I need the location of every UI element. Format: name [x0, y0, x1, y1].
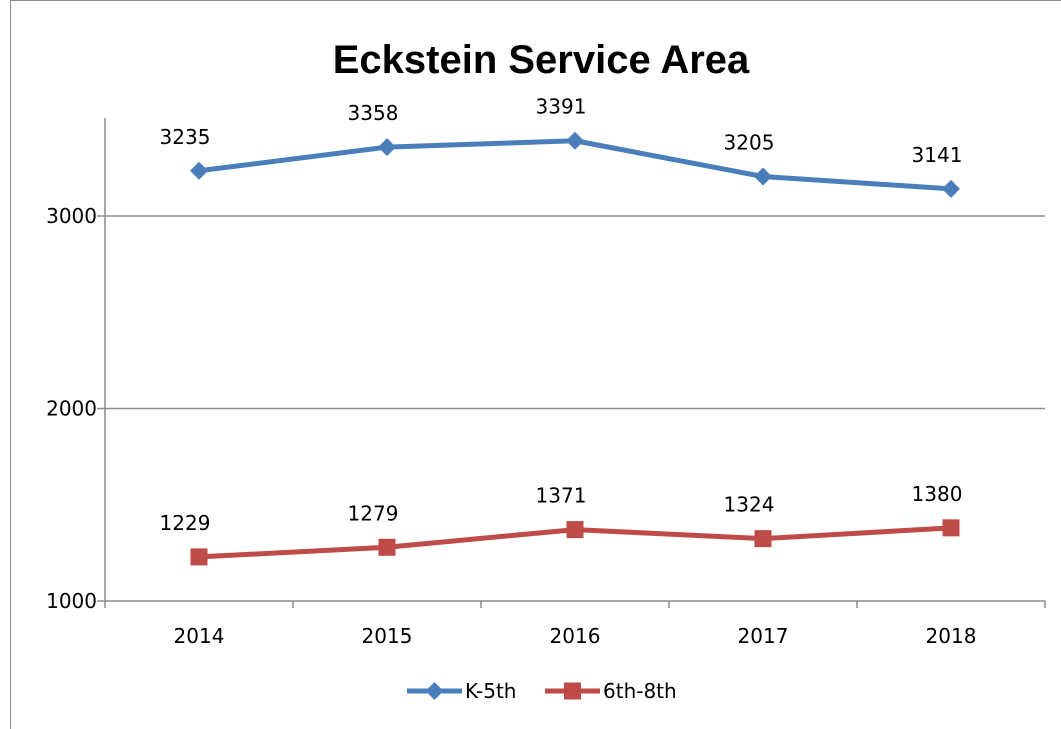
data-label: 3141: [912, 143, 963, 167]
chart-frame: [10, 0, 1061, 729]
x-tick-label: 2014: [174, 624, 225, 648]
data-point: [754, 167, 772, 186]
data-label: 1229: [160, 511, 211, 535]
x-axis-ticks: 2014 2015 2016 2017 2018: [104, 601, 1046, 648]
legend-label: 6th-8th: [603, 679, 677, 703]
x-tick-label: 2016: [550, 624, 601, 648]
legend-item: 6th-8th: [545, 679, 677, 703]
x-tick-label: 2017: [738, 624, 789, 648]
data-label: 1324: [724, 493, 775, 517]
data-label: 3235: [160, 125, 211, 149]
x-tick-label: 2018: [926, 624, 977, 648]
legend-marker: [425, 682, 444, 700]
legend: K-5th 6th-8th: [407, 679, 677, 703]
chart-title: Eckstein Service Area: [333, 38, 750, 82]
data-point: [566, 131, 584, 150]
data-point: [942, 519, 960, 537]
data-label: 1371: [536, 484, 587, 508]
legend-label: K-5th: [465, 679, 516, 703]
data-label: 3358: [348, 101, 399, 125]
legend-item: K-5th: [407, 679, 516, 703]
legend-marker: [564, 682, 581, 700]
series-k-5th: 3235 3358 3391 3205 3141: [160, 95, 963, 198]
series-6th-8th: 1229 1279 1371 1324 1380: [160, 482, 963, 566]
data-point: [190, 548, 208, 566]
axes: [104, 118, 1045, 602]
y-tick-label: 1000: [46, 589, 97, 613]
gridlines: [105, 215, 1045, 410]
y-axis-ticks: 1000 2000 3000: [46, 204, 105, 613]
data-point: [566, 521, 584, 539]
data-point: [754, 530, 772, 548]
data-point: [942, 179, 960, 198]
data-label: 3205: [724, 131, 775, 155]
data-point: [378, 538, 396, 556]
series-layer: 3235 3358 3391 3205 3141 1229 1279 1371 1324 1380: [160, 95, 963, 566]
data-point: [378, 138, 396, 157]
y-tick-label: 2000: [46, 397, 97, 421]
y-tick-label: 3000: [46, 204, 97, 228]
data-label: 1380: [912, 482, 963, 506]
data-label: 3391: [536, 95, 587, 119]
data-label: 1279: [348, 501, 399, 525]
x-tick-label: 2015: [362, 624, 413, 648]
data-point: [190, 161, 208, 180]
